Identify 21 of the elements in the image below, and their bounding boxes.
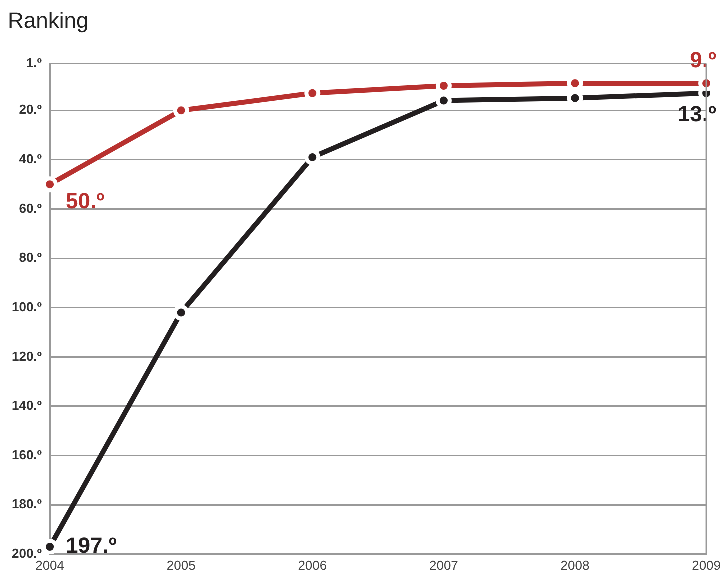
y-tick-label: 140.º (12, 398, 42, 414)
y-tick-label: 20.º (19, 102, 42, 118)
y-tick-label: 40.º (19, 152, 42, 167)
y-tick-label: 180.º (12, 496, 42, 512)
chart-title: Ranking (8, 8, 89, 34)
data-label: 13.º (678, 101, 717, 126)
data-label: 9.º (690, 48, 717, 73)
data-label: 197.º (66, 533, 117, 558)
y-tick-label: 1.º (26, 55, 42, 70)
x-tick-label: 2008 (560, 558, 590, 573)
y-tick-label: 60.º (19, 200, 42, 216)
x-tick-label: 2006 (298, 558, 328, 573)
y-tick-label: 100.º (12, 299, 42, 314)
point (173, 304, 190, 321)
y-tick-label: 120.º (12, 348, 42, 364)
y-tick-label: 80.º (19, 250, 42, 266)
data-label: 50.º (66, 188, 105, 214)
x-tick-label: 2009 (692, 558, 721, 573)
y-tick-label: 160.º (12, 447, 42, 462)
x-tick-label: 2005 (166, 558, 196, 573)
x-tick-label: 2007 (429, 558, 458, 573)
